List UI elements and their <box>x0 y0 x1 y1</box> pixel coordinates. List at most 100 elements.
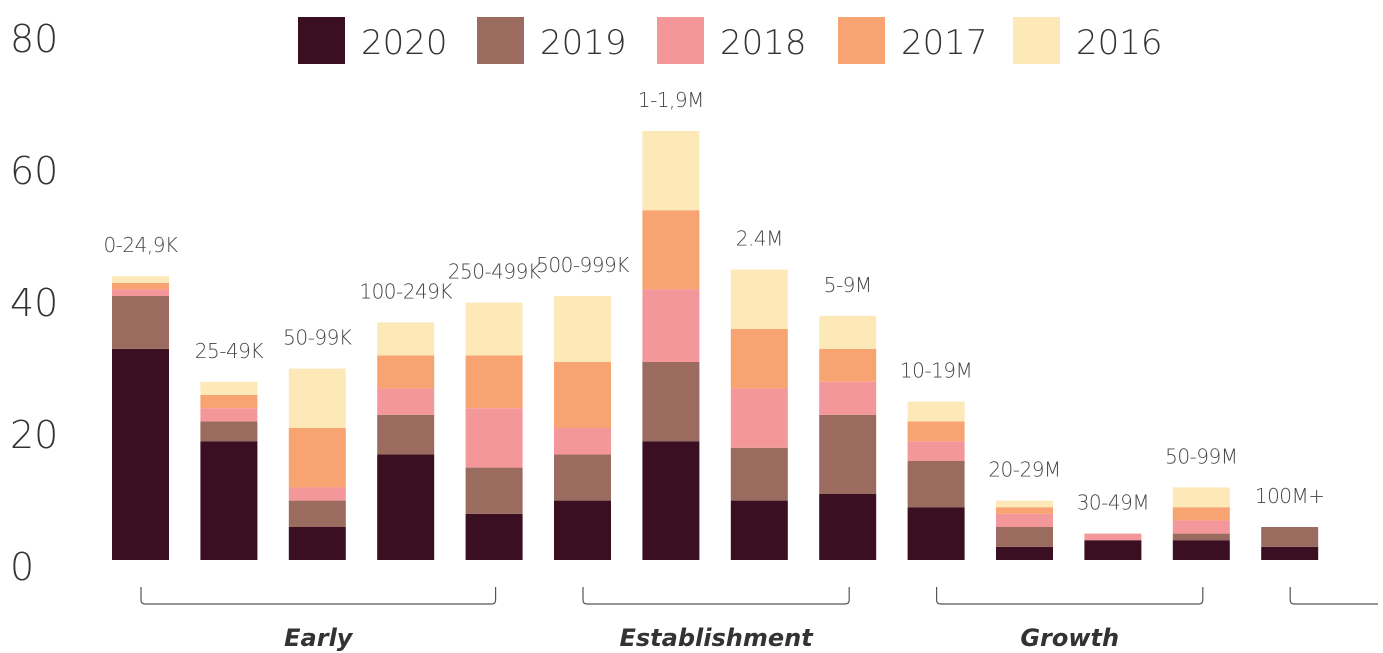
y-tick-label: 40 <box>10 281 58 325</box>
bar-segment-2018 <box>377 388 435 415</box>
legend-item-2017: 2017 <box>838 17 988 64</box>
group-label: Early <box>284 624 354 652</box>
bar-segment-2016 <box>1172 487 1230 508</box>
group-label: Establishment <box>619 624 814 652</box>
y-tick-label: 80 <box>10 17 58 61</box>
legend-swatch <box>298 17 345 64</box>
legend-item-2019: 2019 <box>477 17 627 64</box>
bar-segment-2018 <box>288 487 346 501</box>
legend-swatch <box>477 17 524 64</box>
category-label: 500-999K <box>536 253 629 277</box>
bar-segment-2018 <box>200 408 258 422</box>
category-label: 1-1,9M <box>638 88 704 112</box>
bar-segment-2016 <box>377 322 435 356</box>
bar-segment-2017 <box>288 428 346 488</box>
bar-segment-2018 <box>1172 520 1230 534</box>
legend-swatch <box>838 17 885 64</box>
bar-segment-2017 <box>465 355 523 409</box>
bar-segment-2016 <box>730 269 788 329</box>
bar-segment-2018 <box>819 381 877 415</box>
bar-segment-2016 <box>554 296 611 362</box>
legend-item-2016: 2016 <box>1013 17 1163 64</box>
bar-segment-2019 <box>200 421 258 442</box>
bar-segment-2020 <box>730 500 788 560</box>
bar-segment-2016 <box>996 500 1053 508</box>
bar-segment-2017 <box>907 421 965 442</box>
category-labels: 0-24,9K 25-49K 50-99K 100-249K250-499K500-9… <box>103 88 1325 515</box>
bar-segment-2017 <box>996 507 1053 514</box>
bar-segment-2016 <box>907 401 965 422</box>
bar-segment-2018 <box>465 408 523 468</box>
group-bracket <box>582 587 850 605</box>
category-label: 30-49M <box>1077 491 1149 515</box>
category-label: 250-499K <box>448 260 541 284</box>
bar-segment-2019 <box>819 414 877 494</box>
category-label: 0-24,9K <box>103 233 177 257</box>
bar-segment-2016 <box>819 315 877 349</box>
bar-segment-2020 <box>1172 540 1230 560</box>
bar-segment-2016 <box>200 381 258 395</box>
bar-segment-2020 <box>554 500 611 560</box>
category-label: 100-249K <box>359 279 452 303</box>
y-tick-label: 20 <box>10 413 58 457</box>
bar-segment-2020 <box>200 441 258 560</box>
legend-label: 2019 <box>540 23 627 63</box>
category-label: 25-49K <box>195 339 264 363</box>
bar-segment-2016 <box>465 302 523 356</box>
bar-segment-2017 <box>377 355 435 389</box>
bar-segment-2020 <box>819 494 877 560</box>
group-label: Growth <box>1020 624 1119 652</box>
bar-segment-2018 <box>642 289 700 362</box>
bar-segment-2020 <box>377 454 435 560</box>
category-label: 10-19M <box>900 359 972 383</box>
bar-segment-2017 <box>730 329 788 389</box>
category-label: 2.4M <box>736 227 783 251</box>
bar-segment-2020 <box>112 348 169 560</box>
legend-swatch <box>657 17 704 64</box>
bar-segment-2020 <box>465 513 523 560</box>
bar-segment-2020 <box>642 441 700 560</box>
y-tick-label: 60 <box>10 149 58 193</box>
bar-segment-2017 <box>112 282 169 290</box>
bar-segment-2019 <box>907 461 965 508</box>
bar-segment-2019 <box>465 467 523 514</box>
category-label: 100M+ <box>1255 484 1325 508</box>
y-tick-label: 0 <box>10 545 34 589</box>
bar-segment-2018 <box>907 441 965 461</box>
group-bracket <box>140 587 497 605</box>
bar-segment-2019 <box>112 296 169 349</box>
bar-segment-2016 <box>288 368 346 428</box>
category-label: 5-9M <box>824 273 872 297</box>
bar-segment-2018 <box>554 428 611 455</box>
bar-segment-2020 <box>907 507 965 560</box>
legend-label: 2020 <box>361 23 448 63</box>
legend-label: 2016 <box>1076 23 1163 63</box>
bar-segment-2019 <box>377 414 435 455</box>
legend-label: 2017 <box>901 23 988 63</box>
bar-segment-2019 <box>1261 527 1319 547</box>
bar-segment-2017 <box>642 210 700 290</box>
bar-segment-2019 <box>642 362 700 442</box>
bar-segment-2018 <box>996 513 1053 527</box>
legend-label: 2018 <box>720 23 807 63</box>
bar-segment-2018 <box>730 388 788 448</box>
legend-item-2020: 2020 <box>298 17 448 64</box>
bar-segment-2017 <box>1172 507 1230 521</box>
bars <box>112 131 1319 560</box>
category-label: 50-99K <box>283 326 352 350</box>
bar-segment-2019 <box>996 527 1053 547</box>
legend-swatch <box>1013 17 1060 64</box>
group-bracket <box>936 587 1204 605</box>
category-label: 20-29M <box>988 458 1060 482</box>
bar-segment-2020 <box>1084 540 1142 560</box>
group-bracket <box>1289 587 1378 605</box>
legend: 2020 2019 2018 2017 2016 <box>298 17 1163 64</box>
bar-segment-2019 <box>288 500 346 527</box>
legend-item-2018: 2018 <box>657 17 807 64</box>
bar-segment-2020 <box>288 527 346 560</box>
group-brackets: Early Establishment Growth <box>140 587 1378 652</box>
bar-segment-2019 <box>1172 533 1230 541</box>
bar-segment-2017 <box>554 362 611 428</box>
bar-segment-2017 <box>819 348 877 382</box>
